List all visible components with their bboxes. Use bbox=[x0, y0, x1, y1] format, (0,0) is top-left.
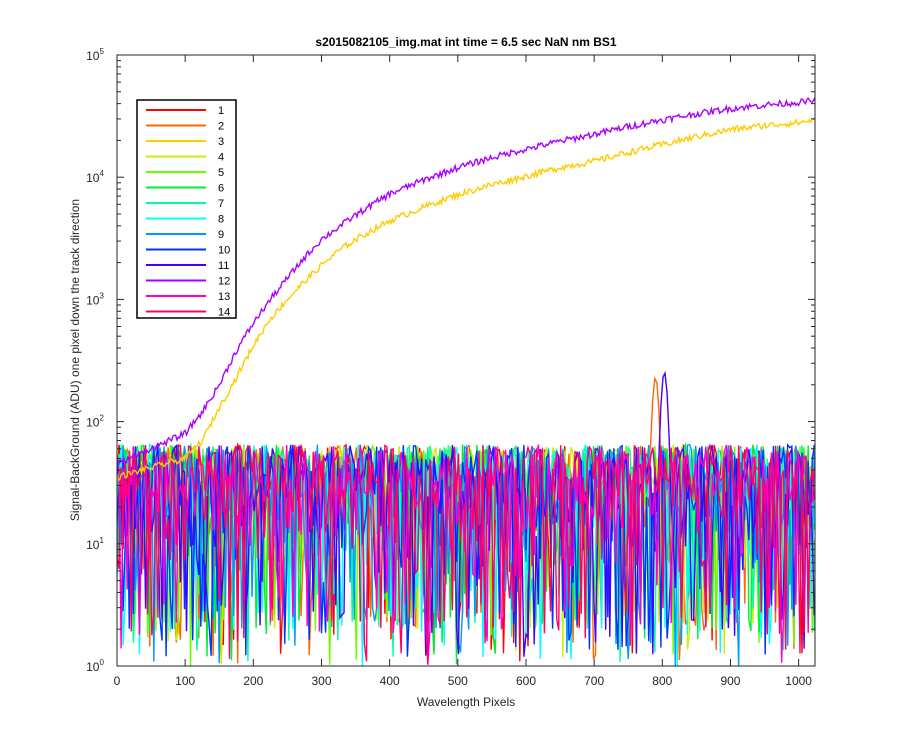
y-tick-label: 105 bbox=[86, 47, 104, 63]
y-tick-label: 102 bbox=[86, 414, 104, 430]
x-tick-label: 100 bbox=[175, 674, 195, 688]
x-tick-label: 700 bbox=[584, 674, 604, 688]
x-tick-label: 400 bbox=[380, 674, 400, 688]
y-tick-label: 101 bbox=[86, 536, 104, 552]
x-tick-label: 1000 bbox=[785, 674, 812, 688]
series-line-12 bbox=[117, 97, 815, 467]
legend-label-13: 13 bbox=[218, 291, 230, 303]
legend-label-4: 4 bbox=[218, 152, 224, 164]
series-line-3 bbox=[117, 117, 815, 481]
y-axis-label: Signal-BackGround (ADU) one pixel down t… bbox=[68, 199, 82, 521]
legend-label-1: 1 bbox=[218, 105, 224, 117]
series-line-14 bbox=[117, 444, 815, 665]
legend-label-2: 2 bbox=[218, 121, 224, 133]
legend-label-10: 10 bbox=[218, 245, 230, 257]
x-axis-label: Wavelength Pixels bbox=[417, 695, 515, 709]
legend-label-12: 12 bbox=[218, 276, 230, 288]
plot-frame bbox=[116, 54, 816, 667]
y-tick-label: 104 bbox=[86, 169, 104, 185]
x-axis: 0 100 200 300 400 500 600 700 800 900 1000 bbox=[114, 55, 812, 688]
legend-label-5: 5 bbox=[218, 167, 224, 179]
x-tick-label: 800 bbox=[652, 674, 672, 688]
legend-label-8: 8 bbox=[218, 214, 224, 226]
y-tick-label: 103 bbox=[86, 291, 104, 307]
x-tick-label: 600 bbox=[516, 674, 536, 688]
legend-label-9: 9 bbox=[218, 229, 224, 241]
x-tick-label: 200 bbox=[243, 674, 263, 688]
chart-title: s2015082105_img.mat int time = 6.5 sec N… bbox=[315, 35, 616, 49]
x-tick-label: 900 bbox=[720, 674, 740, 688]
y-tick-label: 100 bbox=[86, 658, 104, 674]
legend-label-14: 14 bbox=[218, 307, 230, 319]
x-tick-label: 300 bbox=[311, 674, 331, 688]
legend-label-3: 3 bbox=[218, 136, 224, 148]
legend-box bbox=[136, 99, 237, 319]
legend-label-6: 6 bbox=[218, 183, 224, 195]
legend-label-7: 7 bbox=[218, 198, 224, 210]
series-layer bbox=[117, 97, 815, 666]
x-tick-label: 500 bbox=[448, 674, 468, 688]
legend-label-11: 11 bbox=[218, 260, 229, 272]
x-tick-label: 0 bbox=[114, 674, 121, 688]
